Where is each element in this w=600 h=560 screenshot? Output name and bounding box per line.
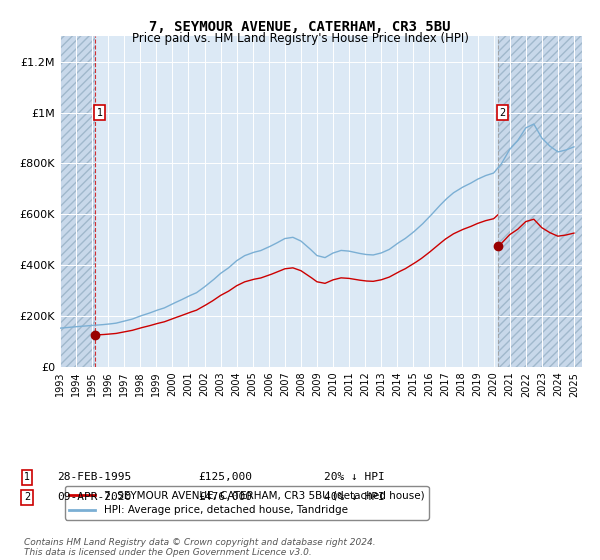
Text: 1: 1 [97, 108, 103, 118]
Text: Price paid vs. HM Land Registry's House Price Index (HPI): Price paid vs. HM Land Registry's House … [131, 32, 469, 45]
Text: 20% ↓ HPI: 20% ↓ HPI [324, 472, 385, 482]
Text: 28-FEB-1995: 28-FEB-1995 [57, 472, 131, 482]
Text: 09-APR-2020: 09-APR-2020 [57, 492, 131, 502]
Text: 2: 2 [500, 108, 506, 118]
Legend: 7, SEYMOUR AVENUE, CATERHAM, CR3 5BU (detached house), HPI: Average price, detac: 7, SEYMOUR AVENUE, CATERHAM, CR3 5BU (de… [65, 486, 428, 520]
Text: 40% ↓ HPI: 40% ↓ HPI [324, 492, 385, 502]
Text: £476,000: £476,000 [198, 492, 252, 502]
Bar [498, 36, 582, 367]
Text: 1: 1 [24, 472, 30, 482]
Bar [60, 36, 95, 367]
Text: 7, SEYMOUR AVENUE, CATERHAM, CR3 5BU: 7, SEYMOUR AVENUE, CATERHAM, CR3 5BU [149, 20, 451, 34]
Text: Contains HM Land Registry data © Crown copyright and database right 2024.
This d: Contains HM Land Registry data © Crown c… [24, 538, 376, 557]
Text: £125,000: £125,000 [198, 472, 252, 482]
Text: 2: 2 [24, 492, 30, 502]
Bar [498, 36, 582, 367]
Bar [60, 36, 95, 367]
